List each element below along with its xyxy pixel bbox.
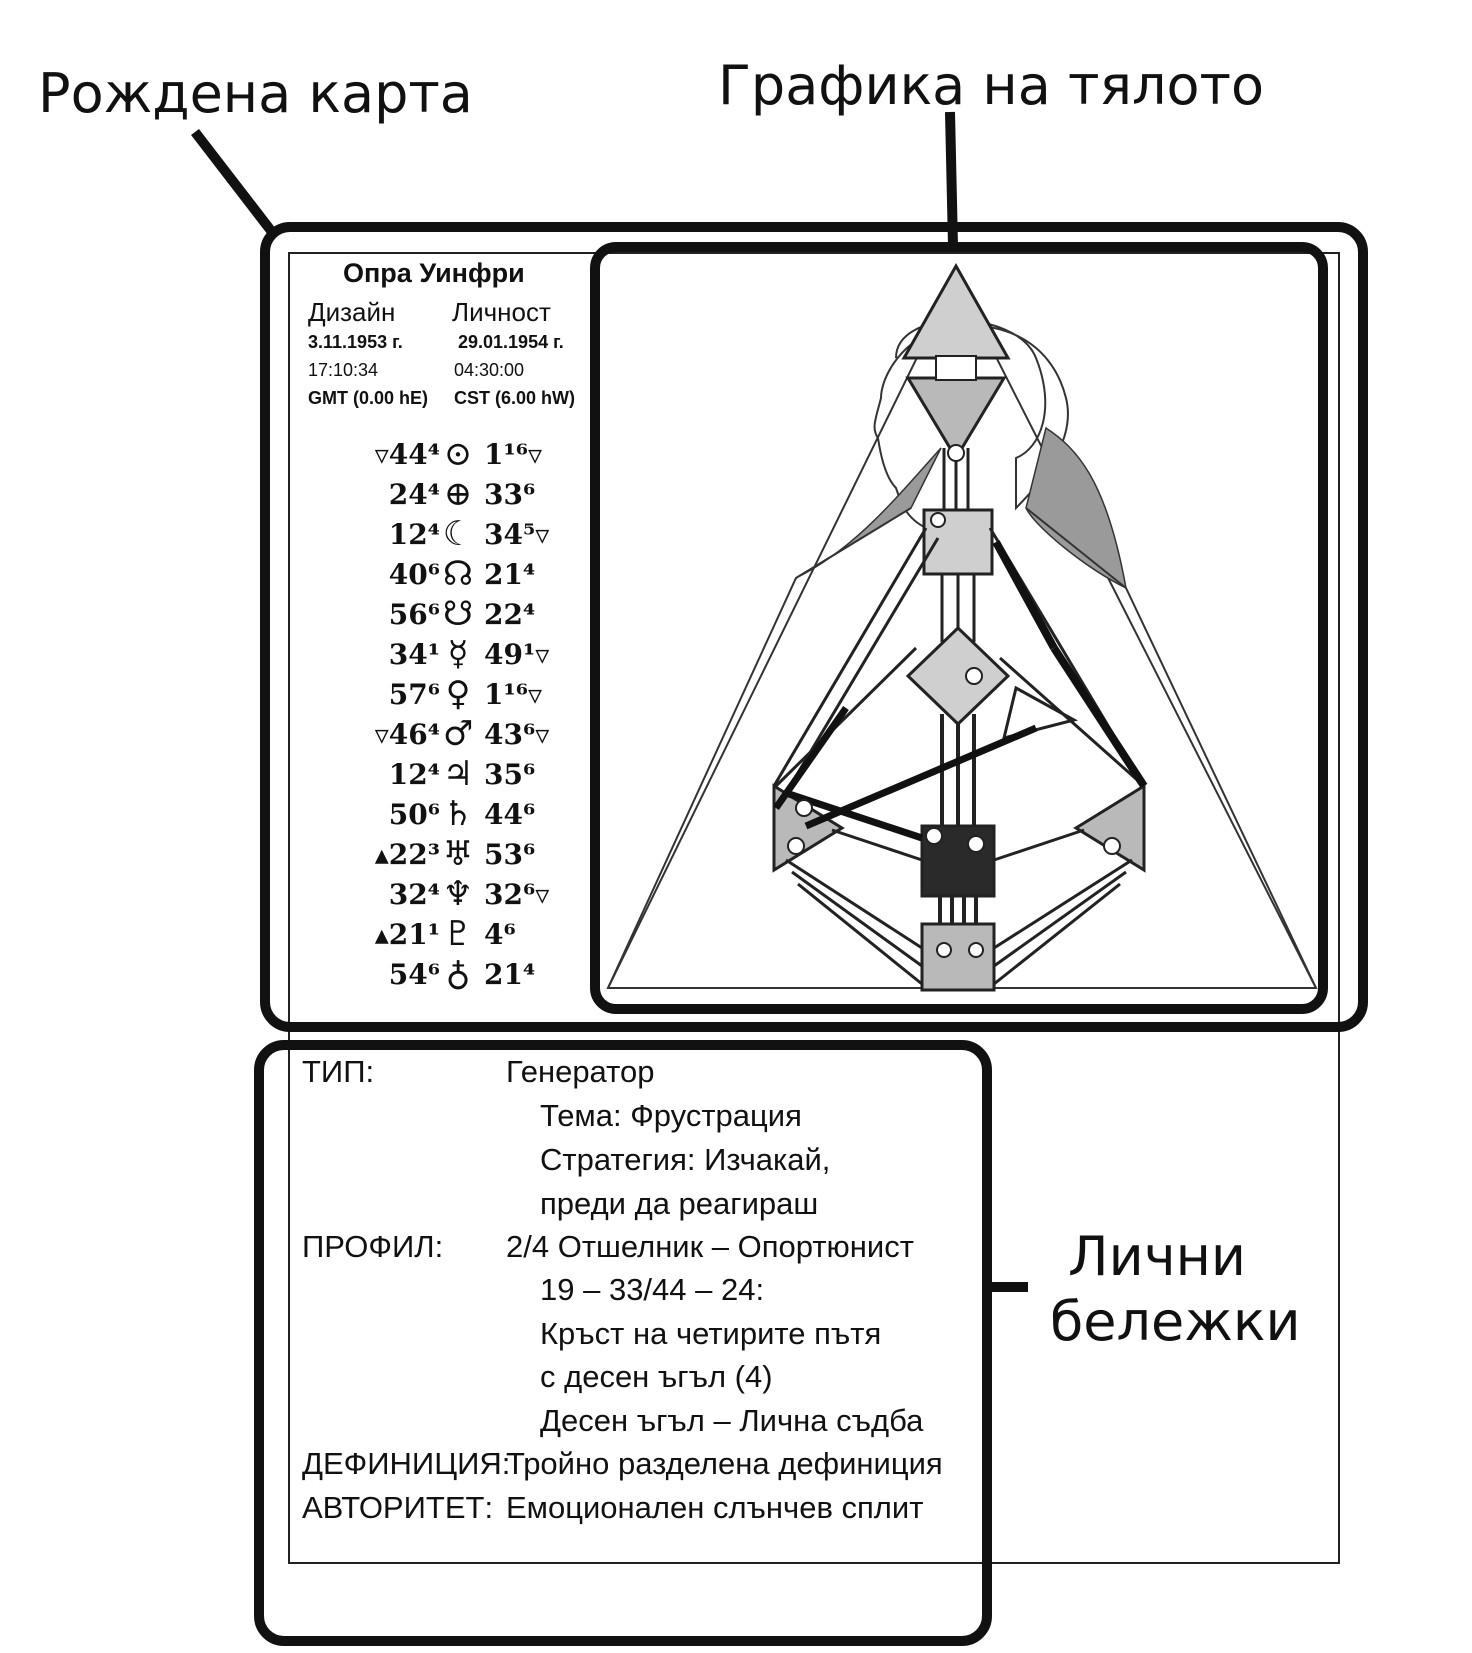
strategy-line-1: Стратегия: Изчакай, [540,1142,831,1177]
strategy-line-2: преди да реагираш [540,1186,819,1221]
planet-row: 32⁴ ♆ 32⁶▿ [330,874,590,916]
planet-row: 12⁴ ♃ 35⁶ [330,754,590,796]
profile-value: 2/4 Отшелник – Опортюнист [506,1229,914,1264]
shoulder-line-left [607,507,912,989]
planet-row: ▴22³ ♅ 53⁶ [330,834,590,876]
planet-glyph-icon: ☊ [442,554,474,594]
head-silhouette [873,319,1069,529]
planet-glyph-icon: ♅ [442,834,474,874]
personality-time: 04:30:00 [454,360,525,380]
planet-row: ▿44⁴ ⊙ 1¹⁶▿ [330,434,590,476]
design-gate: 34¹ [388,638,440,671]
head-ajna-channels [935,355,977,381]
design-gate: 54⁶ [388,958,440,991]
planet-row: ▿46⁴ ♂ 43⁶▿ [330,714,590,756]
personality-gate: 53⁶ [484,838,536,871]
planet-glyph-icon: ♃ [442,754,474,794]
design-gate: 57⁶ [388,678,440,711]
design-gate: 50⁶ [388,798,440,831]
person-name: Опра Уинфри [343,258,525,288]
personality-gate: 21⁴ [484,558,536,591]
planet-glyph-icon: ♁ [445,954,471,994]
planet-row: 24⁴ ⊕ 33⁶ [330,474,590,516]
design-gate: 24⁴ [388,478,440,511]
birth-chart-frame [260,222,1368,1032]
design-label: Дизайн [308,297,396,327]
planet-row: 54⁶ ♁ 21⁴ [330,954,590,996]
personality-gate: 44⁶ [484,798,536,831]
planet-glyph-icon: ⊕ [443,474,473,514]
authority-label: АВТОРИТЕТ: [302,1490,494,1525]
definition-value: Тройно разделена дефиниция [506,1446,943,1481]
personality-gate: 4⁶ [484,918,516,951]
heart-center [1001,685,1079,741]
personal-notes-callout-line1: Лични [1068,1225,1247,1288]
birth-chart-callout: Рождена карта [38,62,473,125]
design-gate: 32⁴ [388,878,440,911]
planet-row: 40⁶ ☊ 21⁴ [330,554,590,596]
design-time: 17:10:34 [308,360,379,380]
personality-timezone: CST (6.00 hW) [454,388,576,408]
planet-glyph-icon: ♇ [442,914,474,954]
planet-glyph-icon: ♄ [442,794,474,834]
cross-line-2: Кръст на четирите пътя [540,1316,882,1351]
authority-value: Емоционален слънчев сплит [506,1490,924,1525]
design-gate: ▴21¹ [374,918,440,951]
personality-date: 29.01.1954 г. [458,332,564,352]
personality-gate: 1¹⁶▿ [484,678,543,711]
design-date: 3.11.1953 г. [308,332,403,352]
design-timezone: GMT (0.00 hE) [308,388,429,408]
personality-gate: 32⁶▿ [484,878,550,911]
personality-gate: 33⁶ [484,478,536,511]
planet-row: 12⁴ ☾ 34⁵▿ [330,514,590,556]
cross-line-3: с десен ъгъл (4) [540,1359,773,1394]
definition-label: ДЕФИНИЦИЯ: [302,1446,511,1481]
personality-label: Личност [452,297,551,327]
type-value: Генератор [506,1054,655,1089]
personality-gate: 34⁵▿ [484,518,550,551]
planet-row: 50⁶ ♄ 44⁶ [330,794,590,836]
planet-glyph-icon: ☋ [442,594,474,634]
cross-line-1: 19 – 33/44 – 24: [540,1272,765,1307]
design-gate: 56⁶ [388,598,440,631]
planet-row: ▴21¹ ♇ 4⁶ [330,914,590,956]
root-center [920,922,996,992]
shoulder-line-right [1025,507,1317,989]
planet-row: 34¹ ☿ 49¹▿ [330,634,590,676]
design-gate: ▿44⁴ [374,438,440,471]
personality-gate: 35⁶ [484,758,536,791]
planet-glyph-icon: ♆ [442,874,474,914]
planet-row: 57⁶ ♀ 1¹⁶▿ [330,674,590,716]
planet-glyph-icon: ♂ [442,714,474,754]
planet-glyph-icon: ⊙ [443,434,473,474]
body-graph-frame [590,242,1328,1014]
chart-page-border [288,252,1340,1564]
design-gate: ▿46⁴ [374,718,440,751]
birth-chart-leader [191,128,276,236]
planet-row: 56⁶ ☋ 22⁴ [330,594,590,636]
profile-label: ПРОФИЛ: [302,1229,444,1264]
personal-notes-frame [254,1040,992,1646]
theme-text: Тема: Фрустрация [540,1098,802,1133]
body-graph-callout: Графика на тялото [718,54,1264,117]
design-gate: ▴22³ [374,838,440,871]
body-graph [606,262,1318,992]
planet-glyph-icon: ♀ [445,674,471,714]
design-gate: 12⁴ [388,758,440,791]
head-center [901,262,1011,360]
personality-gate: 49¹▿ [484,638,550,671]
planet-glyph-icon: ☾ [442,514,474,554]
personality-gate: 1¹⁶▿ [484,438,543,471]
type-label: ТИП: [302,1054,375,1089]
personality-gate: 43⁶▿ [484,718,550,751]
personal-notes-callout-line2: бележки [1050,1290,1301,1353]
planet-glyph-icon: ☿ [447,634,469,674]
cross-line-4: Десен ъгъл – Лична съдба [540,1403,924,1438]
design-gate: 40⁶ [388,558,440,591]
personality-gate: 21⁴ [484,958,536,991]
design-gate: 12⁴ [388,518,440,551]
personality-gate: 22⁴ [484,598,536,631]
